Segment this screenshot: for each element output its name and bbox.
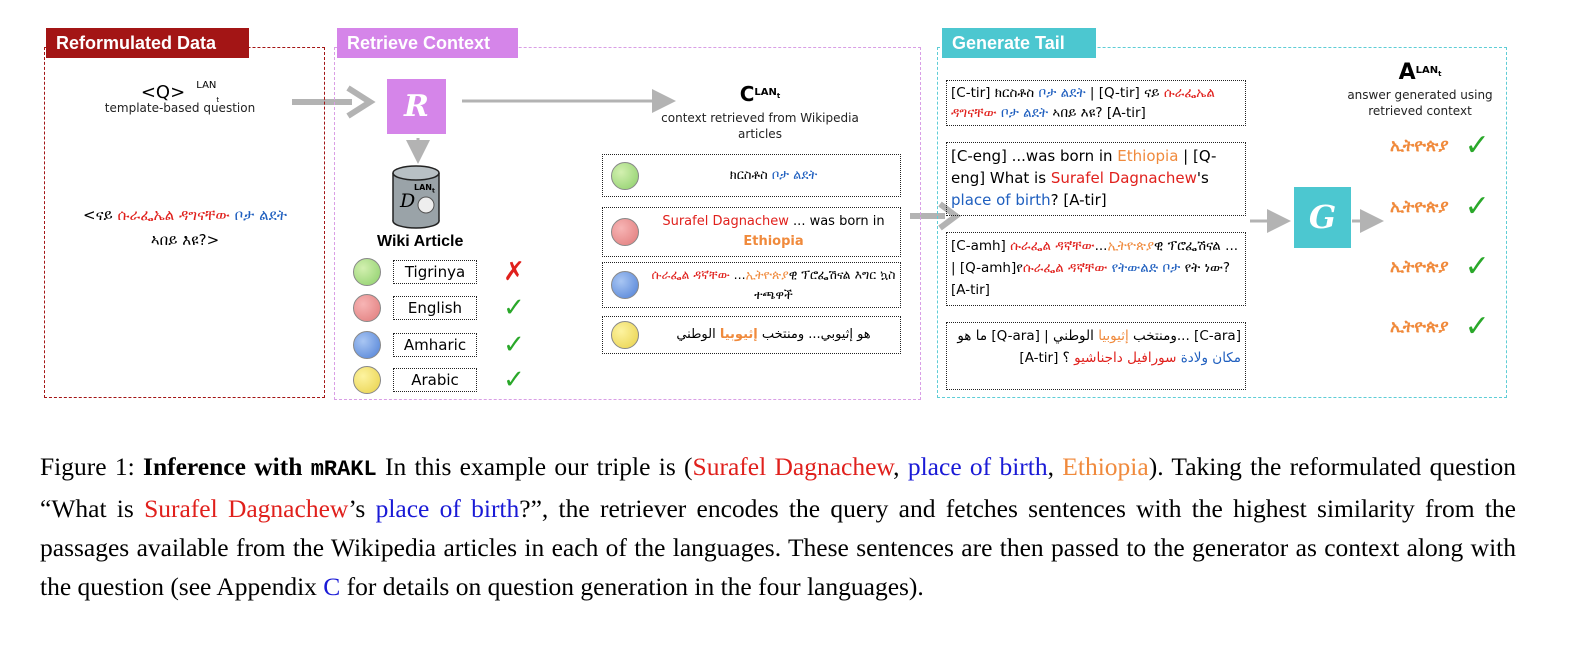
caption-subject: Surafel Dagnachew xyxy=(692,452,894,481)
language-row-english: English ✓ xyxy=(345,293,529,323)
retrieve-context-tag: Retrieve Context xyxy=(337,28,518,58)
a-caption: answer generated using retrieved context xyxy=(1347,88,1493,118)
language-arabic: Arabic xyxy=(393,368,477,392)
a-symbol: A xyxy=(1398,60,1416,85)
language-tigrinya: Tigrinya xyxy=(393,260,477,284)
context-label: CLANt context retrieved from Wikipedia a… xyxy=(640,82,880,142)
check-icon: ✓ xyxy=(1464,249,1490,284)
template-question-text: <ናይ ሱራፌኤል ዳግናቸው ቦታ ልደት ኣበይ እዩ?> xyxy=(70,203,300,253)
retrieve-context-panel xyxy=(334,47,921,400)
answer-3: ኢትዮጵያ ✓ xyxy=(1390,249,1490,284)
globe-icon xyxy=(611,321,639,349)
q-relation: ቦታ ልደት xyxy=(234,206,287,224)
globe-icon xyxy=(353,366,381,394)
language-row-arabic: Arabic ✓ xyxy=(345,365,529,395)
context-box-english: Surafel Dagnachew ... was born in Ethiop… xyxy=(602,207,901,257)
c-caption: context retrieved from Wikipedia article… xyxy=(661,111,859,141)
check-icon: ✓ xyxy=(503,293,525,323)
generator-input-english: [C-eng] ...was born in Ethiopia | [Q-eng… xyxy=(946,142,1246,216)
wiki-article-label: Wiki Article xyxy=(377,233,464,250)
context-box-amharic: ሱራፌል ዳኛቸው ...ኢትዮጵያዊ ፕሮፌሽናል እግር ኳስ ተጫዋች xyxy=(602,262,901,308)
check-icon: ✓ xyxy=(1464,189,1490,224)
caption-bold: Inference with xyxy=(143,452,311,481)
generator-input-amharic: [C-amh] ሱራፌል ዳኛቸው...ኢትዮጵያዊ ፕሮፌሽናል ... | … xyxy=(946,232,1246,306)
globe-icon xyxy=(353,331,381,359)
q-symbol: <Q> xyxy=(140,82,186,103)
context-box-tigrinya: ክርስቶስ ቦታ ልደት xyxy=(602,154,901,197)
q-text-1: <ናይ xyxy=(83,206,118,224)
globe-icon xyxy=(611,218,639,246)
answer-2: ኢትዮጵያ ✓ xyxy=(1390,189,1490,224)
context-box-arabic: هو إثيوبي... ومنتخب إثيوبيا الوطني xyxy=(602,316,901,354)
flow-arrows xyxy=(292,85,1384,233)
figure-caption: Figure 1: Inference with mRAKL In this e… xyxy=(40,452,1516,601)
caption-object: Ethiopia xyxy=(1062,452,1149,481)
globe-icon xyxy=(611,161,639,190)
check-icon: ✓ xyxy=(503,365,525,395)
language-english: English xyxy=(393,296,477,320)
cross-icon: ✗ xyxy=(503,257,525,287)
arrow-context-to-generate xyxy=(910,201,961,231)
db-sup: LANt xyxy=(414,183,435,195)
check-icon: ✓ xyxy=(1464,309,1490,344)
a-sup: LANt xyxy=(1415,64,1442,78)
generator-input-tigrinya: [C-tir] ክርስቶስ ቦታ ልደት | [Q-tir] ናይ ሱራፌኤል … xyxy=(946,80,1246,126)
retriever-icon: R xyxy=(387,79,446,134)
answer-label: ALANt answer generated using retrieved c… xyxy=(1330,60,1510,119)
appendix-link[interactable]: C xyxy=(323,572,341,601)
q-text-3: ኣበይ እዩ?> xyxy=(150,231,220,249)
c-sup: LANt xyxy=(754,86,781,100)
globe-icon xyxy=(353,294,381,322)
generate-tail-panel xyxy=(937,47,1507,398)
db-glyph: D xyxy=(400,190,416,212)
context-text: ክርስቶስ ቦታ ልደት xyxy=(729,167,818,183)
generate-tail-tag: Generate Tail xyxy=(942,28,1096,58)
c-symbol: C xyxy=(739,82,755,106)
generator-input-arabic: [C-ara] ...ومنتخب إثيوبيا الوطني | [Q-ar… xyxy=(946,322,1246,390)
q-sup: LAN xyxy=(196,79,217,91)
answer-1: ኢትዮጵያ ✓ xyxy=(1390,128,1490,163)
q-subject: ሱራፌኤል ዳግናቸው xyxy=(117,206,230,224)
globe-icon xyxy=(353,258,381,286)
q-sub: t xyxy=(216,96,220,105)
caption-model: mRAKL xyxy=(310,457,377,482)
template-question-label: <Q> LAN t template-based question xyxy=(70,79,290,116)
language-row-tigrinya: Tigrinya ✗ xyxy=(345,257,529,287)
q-caption: template-based question xyxy=(104,101,256,116)
reformulated-data-tag: Reformulated Data xyxy=(46,28,249,58)
answer-4: ኢትዮጵያ ✓ xyxy=(1390,309,1490,344)
context-text: Surafel Dagnachew ... was born in Ethiop… xyxy=(662,214,885,249)
database-icon xyxy=(392,165,440,229)
caption-label: Figure 1: xyxy=(40,452,144,481)
globe-icon xyxy=(611,271,639,299)
language-row-amharic: Amharic ✓ xyxy=(345,330,529,360)
arrow-question-to-retriever xyxy=(292,85,376,119)
language-amharic: Amharic xyxy=(393,333,477,357)
check-icon: ✓ xyxy=(503,330,525,360)
context-text: ሱራፌል ዳኛቸው ...ኢትዮጵያዊ ፕሮፌሽናል እግር ኳስ ተጫዋች xyxy=(651,267,896,302)
check-icon: ✓ xyxy=(1464,128,1490,163)
context-text: هو إثيوبي... ومنتخب إثيوبيا الوطني xyxy=(676,327,871,342)
caption-relation: place of birth xyxy=(907,452,1048,481)
generator-icon: G xyxy=(1294,187,1351,248)
